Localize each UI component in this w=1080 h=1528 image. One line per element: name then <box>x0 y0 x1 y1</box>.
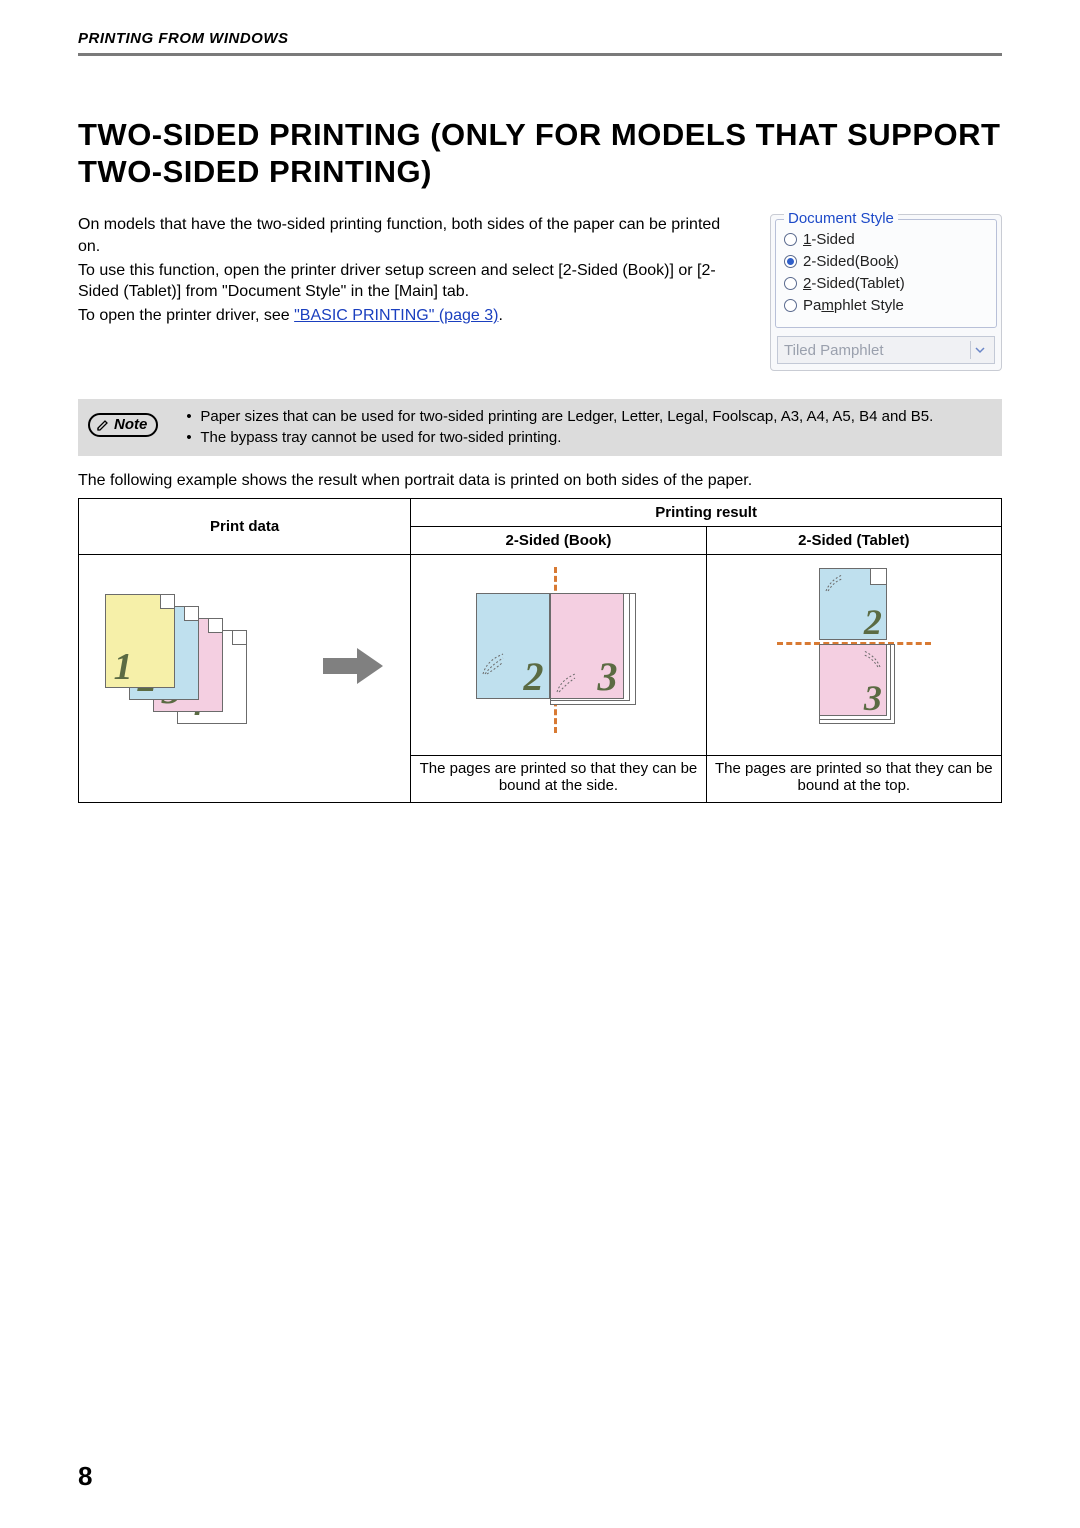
intro-text: On models that have the two-sided printi… <box>78 214 730 371</box>
document-style-legend: Document Style <box>784 210 898 227</box>
intro-row: On models that have the two-sided printi… <box>78 214 1002 371</box>
section-header: PRINTING FROM WINDOWS <box>78 30 1002 56</box>
result-table: Print data Printing result 2-Sided (Book… <box>78 498 1002 803</box>
basic-printing-link[interactable]: "BASIC PRINTING" (page 3) <box>294 307 498 324</box>
opt1-ul: k <box>886 253 894 270</box>
document-style-panel: Document Style 1-Sided 2-Sided(Book) 2-S… <box>770 214 1002 371</box>
opt3-post: phlet Style <box>834 297 904 314</box>
opt0-post: -Sided <box>811 231 854 248</box>
curl-icon <box>862 649 882 669</box>
page-number: 8 <box>78 1461 92 1492</box>
radio-icon <box>784 299 797 312</box>
th-print-data: Print data <box>79 498 411 554</box>
note-item: The bypass tray cannot be used for two-s… <box>190 428 933 448</box>
intro-p3-post: . <box>498 307 502 324</box>
radio-2sided-book[interactable]: 2-Sided(Book) <box>784 253 988 270</box>
note-item: Paper sizes that can be used for two-sid… <box>190 407 933 427</box>
book-num-3: 3 <box>597 653 617 700</box>
th-printing-result: Printing result <box>411 498 1002 526</box>
caption-tablet: The pages are printed so that they can b… <box>706 755 1001 802</box>
radio-1sided[interactable]: 1-Sided <box>784 231 988 248</box>
page-num-1: 1 <box>114 645 133 689</box>
radio-2sided-tablet[interactable]: 2-Sided(Tablet) <box>784 275 988 292</box>
curl-icon <box>555 672 577 694</box>
note-label: Note <box>114 416 147 433</box>
example-text: The following example shows the result w… <box>78 472 1002 490</box>
note-list: Paper sizes that can be used for two-sid… <box>176 407 933 448</box>
page-stack-diagram: 4 3 2 1 <box>105 590 385 750</box>
radio-icon <box>784 233 797 246</box>
opt3-pre: Pa <box>803 297 821 314</box>
curl-icon <box>481 652 505 676</box>
arrow-right-icon <box>323 648 383 688</box>
th-book: 2-Sided (Book) <box>411 526 706 554</box>
opt3-ul: m <box>821 297 834 314</box>
dropdown-value: Tiled Pamphlet <box>784 342 884 359</box>
page-title: TWO-SIDED PRINTING (ONLY FOR MODELS THAT… <box>78 116 1002 190</box>
radio-pamphlet[interactable]: Pamphlet Style <box>784 297 988 314</box>
curl-icon <box>824 573 844 593</box>
tablet-diagram: 2 3 <box>789 564 919 734</box>
tablet-num-3: 3 <box>864 677 882 719</box>
pamphlet-dropdown[interactable]: Tiled Pamphlet <box>777 336 995 364</box>
radio-icon <box>784 277 797 290</box>
radio-icon-selected <box>784 255 797 268</box>
opt2-post: -Sided(Tablet) <box>811 275 904 292</box>
cell-print-data: 4 3 2 1 <box>79 554 411 802</box>
document-style-fieldset: Document Style 1-Sided 2-Sided(Book) 2-S… <box>775 219 997 328</box>
note-box: Note Paper sizes that can be used for tw… <box>78 399 1002 456</box>
book-num-2: 2 <box>523 653 543 700</box>
cell-tablet: 2 3 <box>706 554 1001 755</box>
tablet-num-2: 2 <box>864 601 882 643</box>
book-diagram: 2 3 <box>458 565 658 735</box>
intro-p1: On models that have the two-sided printi… <box>78 214 730 257</box>
intro-p3: To open the printer driver, see "BASIC P… <box>78 305 730 327</box>
th-tablet: 2-Sided (Tablet) <box>706 526 1001 554</box>
opt1-pre: 2-Sided(Boo <box>803 253 886 270</box>
caption-book: The pages are printed so that they can b… <box>411 755 706 802</box>
opt1-post: ) <box>894 253 899 270</box>
note-badge: Note <box>88 413 158 437</box>
pencil-icon <box>96 418 110 432</box>
intro-p3-pre: To open the printer driver, see <box>78 307 294 324</box>
chevron-down-icon <box>970 341 988 359</box>
cell-book: 2 3 <box>411 554 706 755</box>
intro-p2: To use this function, open the printer d… <box>78 260 730 303</box>
